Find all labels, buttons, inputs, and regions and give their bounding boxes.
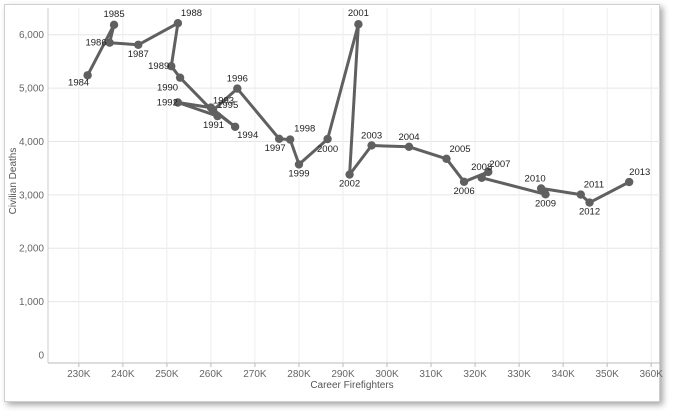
- data-point-2011[interactable]: [576, 190, 585, 199]
- x-tick-label: 340K: [551, 369, 575, 380]
- axes: [47, 8, 660, 364]
- y-tick-label: 1,000: [19, 297, 44, 308]
- x-tick-label: 320K: [463, 369, 487, 380]
- x-tick-label: 280K: [287, 369, 311, 380]
- data-point-1998[interactable]: [285, 135, 295, 144]
- point-label-2004: 2004: [398, 132, 419, 143]
- x-tick-label: 350K: [595, 369, 619, 380]
- grid-lines: [48, 8, 660, 363]
- point-label-1984: 1984: [68, 77, 89, 88]
- y-tick-label: 0: [38, 350, 44, 361]
- point-label-2010: 2010: [525, 173, 546, 184]
- data-points: [83, 19, 634, 207]
- x-tick-label: 360K: [640, 369, 664, 380]
- y-tick-label: 5,000: [19, 84, 44, 95]
- x-tick-label: 300K: [375, 369, 399, 380]
- point-label-1993: 1993: [213, 96, 234, 107]
- data-point-1984[interactable]: [83, 71, 92, 80]
- data-point-1994[interactable]: [230, 122, 240, 131]
- y-tick-label: 2,000: [19, 244, 44, 255]
- data-point-1986[interactable]: [105, 38, 114, 47]
- data-point-1995[interactable]: [208, 106, 218, 115]
- data-point-2013[interactable]: [624, 177, 634, 187]
- point-label-2000: 2000: [317, 144, 338, 155]
- point-label-1985: 1985: [103, 9, 124, 20]
- data-point-2001[interactable]: [354, 20, 363, 29]
- data-point-2010[interactable]: [536, 184, 546, 193]
- data-point-2012[interactable]: [585, 198, 594, 207]
- point-label-1989: 1989: [148, 61, 169, 72]
- y-tick-label: 4,000: [19, 137, 44, 148]
- data-point-1999[interactable]: [294, 160, 304, 169]
- x-tick-label: 290K: [331, 369, 355, 380]
- point-label-1991: 1991: [203, 120, 224, 131]
- point-labels: 1984 1985 1986 1987 1988 1989 1990 1991 1992 1993…: [68, 8, 650, 217]
- x-axis-ticks: 230K 240K 250K 260K 270K 280K 290K 300K 310K 320K…: [67, 363, 663, 380]
- point-label-1996: 1996: [227, 74, 248, 85]
- x-tick-label: 260K: [199, 369, 223, 380]
- point-label-2013: 2013: [629, 167, 650, 178]
- y-axis-title: Civilian Deaths: [8, 148, 19, 215]
- x-tick-label: 230K: [67, 369, 91, 380]
- point-label-2011: 2011: [584, 180, 604, 191]
- data-point-2007[interactable]: [484, 167, 493, 177]
- point-label-2005: 2005: [449, 144, 470, 155]
- point-label-2007: 2007: [489, 159, 510, 170]
- data-point-1988[interactable]: [173, 19, 183, 28]
- point-label-1988: 1988: [181, 8, 202, 19]
- y-tick-label: 3,000: [19, 190, 44, 201]
- x-tick-label: 330K: [507, 369, 531, 380]
- point-label-2012: 2012: [579, 207, 600, 218]
- data-point-1985[interactable]: [109, 20, 119, 30]
- data-point-1997[interactable]: [274, 134, 284, 143]
- data-point-1996[interactable]: [233, 84, 242, 93]
- data-point-2006[interactable]: [459, 177, 469, 186]
- data-point-2004[interactable]: [404, 142, 414, 151]
- chart-frame: [4, 4, 660, 402]
- data-point-2008[interactable]: [477, 173, 486, 182]
- point-label-1997: 1997: [265, 143, 286, 154]
- x-axis-title: Career Firefighters: [310, 380, 393, 391]
- point-label-2008: 2008: [471, 162, 492, 173]
- x-tick-label: 270K: [243, 369, 267, 380]
- series-line: [86, 21, 631, 205]
- data-point-2003[interactable]: [367, 141, 376, 150]
- point-label-1987: 1987: [128, 49, 149, 60]
- data-point-1991[interactable]: [213, 111, 222, 121]
- point-label-2001: 2001: [348, 8, 369, 19]
- x-tick-label: 310K: [419, 369, 443, 380]
- point-label-2006: 2006: [454, 186, 475, 197]
- point-label-2009: 2009: [535, 198, 556, 209]
- point-label-1992: 1992: [157, 97, 178, 108]
- connected-line-series: [86, 21, 631, 205]
- data-point-2009[interactable]: [541, 190, 550, 199]
- x-tick-label: 250K: [155, 369, 179, 380]
- data-point-1989[interactable]: [167, 61, 176, 71]
- point-label-2003: 2003: [361, 130, 382, 141]
- point-label-1986: 1986: [85, 38, 106, 49]
- data-point-2002[interactable]: [345, 170, 354, 179]
- data-point-1987[interactable]: [134, 40, 143, 50]
- y-axis-ticks: 0 1,000 2,000 3,000 4,000 5,000 6,000: [19, 30, 44, 361]
- point-label-1994: 1994: [237, 130, 258, 141]
- x-tick-label: 240K: [111, 369, 135, 380]
- data-point-1992[interactable]: [173, 98, 183, 107]
- point-label-1998: 1998: [294, 124, 315, 135]
- data-point-2000[interactable]: [323, 134, 332, 144]
- data-point-2005[interactable]: [442, 154, 451, 164]
- point-label-1999: 1999: [288, 168, 309, 179]
- y-tick-label: 6,000: [19, 30, 44, 41]
- point-label-1995: 1995: [217, 100, 238, 111]
- point-label-1990: 1990: [157, 83, 178, 94]
- point-label-2002: 2002: [339, 179, 360, 190]
- data-point-1990[interactable]: [175, 73, 185, 82]
